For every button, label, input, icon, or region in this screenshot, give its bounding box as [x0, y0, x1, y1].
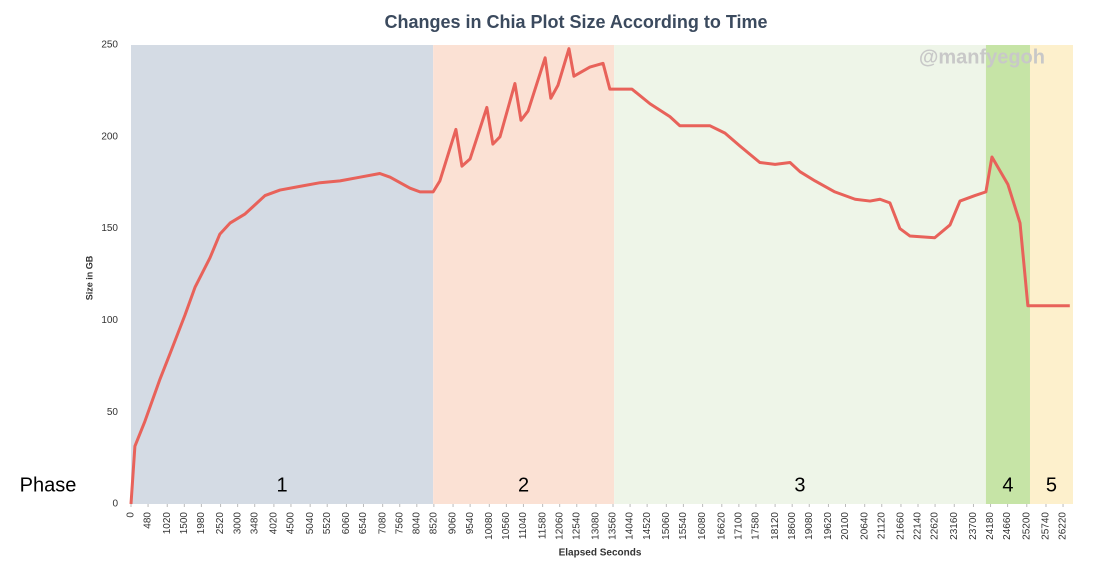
x-tick-label: 20640: [859, 512, 870, 540]
ticks: 0 50 100 150 200 250 0 480 1020 1500 1980 2520 3000 3…: [101, 40, 1068, 540]
x-tick-label: 5520: [322, 512, 333, 535]
phase-band: [131, 45, 434, 504]
x-tick-label: 25200: [1021, 512, 1032, 540]
x-tick-label: 21120: [876, 512, 887, 540]
x-tick-label: 9060: [448, 512, 459, 535]
x-tick-label: 15060: [661, 512, 672, 540]
x-tick-label: 7560: [394, 512, 405, 535]
phase-band: [985, 45, 1030, 504]
x-tick-label: 4020: [269, 512, 280, 535]
x-tick-label: 19620: [823, 512, 834, 540]
x-tick-label: 17580: [751, 512, 762, 540]
y-tick-label: 50: [107, 407, 119, 418]
x-tick-label: 1980: [196, 512, 207, 535]
x-tick-label: 2520: [215, 512, 226, 535]
x-tick-label: 13080: [591, 512, 602, 540]
x-tick-label: 11040: [518, 512, 529, 540]
x-tick-label: 10080: [484, 512, 495, 540]
x-tick-label: 23160: [949, 512, 960, 540]
x-tick-label: 23700: [968, 512, 979, 540]
phase-bands: 1 2 3 4 5: [131, 45, 1073, 504]
y-axis-label: Size in GB: [84, 255, 94, 300]
x-tick-label: 5040: [305, 512, 316, 535]
x-tick-label: 12540: [571, 512, 582, 540]
x-tick-label: 15540: [678, 512, 689, 540]
x-tick-label: 17100: [733, 512, 744, 540]
x-tick-label: 480: [143, 512, 154, 529]
x-tick-label: 4500: [286, 512, 297, 535]
x-tick-label: 18600: [787, 512, 798, 540]
x-tick-label: 26220: [1058, 512, 1069, 540]
x-tick-label: 22620: [930, 512, 941, 540]
data-line: [129, 47, 1070, 505]
x-tick-label: 25740: [1041, 512, 1052, 540]
x-tick-label: 10560: [501, 512, 512, 540]
phase-band: [614, 45, 986, 504]
y-tick-label: 200: [101, 131, 118, 142]
x-tick-label: 6540: [358, 512, 369, 535]
x-tick-label: 8040: [411, 512, 422, 535]
lines: [129, 47, 1070, 505]
x-tick-label: 13560: [608, 512, 619, 540]
x-tick-label: 16620: [716, 512, 727, 540]
y-tick-label: 250: [101, 40, 118, 51]
x-tick-label: 3000: [232, 512, 243, 535]
x-tick-label: 12060: [554, 512, 565, 540]
x-tick-label: 14040: [625, 512, 636, 540]
phase-band: [1029, 45, 1073, 504]
x-tick-label: 8520: [429, 512, 440, 535]
x-tick-label: 18120: [770, 512, 781, 540]
x-tick-label: 11580: [537, 512, 548, 540]
x-tick-label: 24660: [1002, 512, 1013, 540]
x-tick-label: 7080: [377, 512, 388, 535]
x-tick-label: 22140: [913, 512, 924, 540]
phase-number: 4: [1002, 474, 1013, 496]
x-tick-label: 24180: [985, 512, 996, 540]
phase-band: [433, 45, 615, 504]
phase-number: 3: [794, 474, 805, 496]
watermark: @manfyegoh: [919, 46, 1045, 68]
x-tick-label: 3480: [249, 512, 260, 535]
x-tick-label: 20100: [840, 512, 851, 540]
x-tick-label: 21660: [896, 512, 907, 540]
x-tick-label: 0: [126, 512, 137, 518]
phase-number: 5: [1046, 474, 1057, 496]
phase-number: 1: [277, 474, 288, 496]
phase-label: Phase: [20, 474, 77, 496]
x-tick-label: 1020: [162, 512, 173, 535]
x-tick-label: 16080: [697, 512, 708, 540]
chart-title: Changes in Chia Plot Size According to T…: [384, 12, 767, 32]
x-tick-label: 9540: [465, 512, 476, 535]
x-axis-label: Elapsed Seconds: [559, 548, 642, 559]
y-tick-label: 150: [101, 223, 118, 234]
x-tick-label: 14520: [642, 512, 653, 540]
x-tick-label: 6060: [341, 512, 352, 535]
y-tick-label: 100: [101, 315, 118, 326]
x-tick-label: 19080: [804, 512, 815, 540]
x-tick-label: 1500: [179, 512, 190, 535]
phase-number: 2: [518, 474, 529, 496]
y-tick-label: 0: [112, 499, 118, 510]
